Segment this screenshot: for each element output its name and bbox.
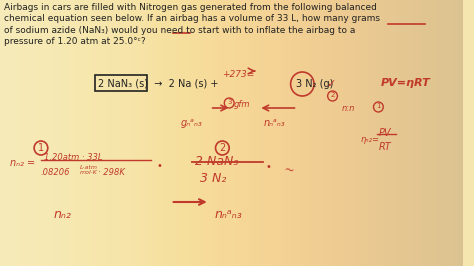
Text: 1: 1 <box>38 143 44 153</box>
Text: ✓: ✓ <box>327 79 336 89</box>
Text: Airbags in cars are filled with Nitrogen gas generated from the following balanc: Airbags in cars are filled with Nitrogen… <box>4 3 380 46</box>
Text: mol·K: mol·K <box>80 170 98 175</box>
Text: •: • <box>265 162 271 172</box>
Text: 2 NaN₃: 2 NaN₃ <box>195 155 238 168</box>
Text: 1.20atm · 33L: 1.20atm · 33L <box>44 153 102 162</box>
Text: ~: ~ <box>283 163 295 178</box>
Text: 2: 2 <box>219 143 226 153</box>
Text: gₙᵃₙ₃: gₙᵃₙ₃ <box>181 118 202 128</box>
Text: 3 N₂: 3 N₂ <box>200 172 226 185</box>
Text: •: • <box>156 161 162 171</box>
Text: 2 NaN₃ (s)  →  2 Na (s) +: 2 NaN₃ (s) → 2 Na (s) + <box>98 78 218 88</box>
Text: 2: 2 <box>330 92 335 98</box>
Text: .08206: .08206 <box>41 168 71 177</box>
Text: nₙ₂ =: nₙ₂ = <box>10 158 35 168</box>
Text: L·atm: L·atm <box>80 165 98 170</box>
Text: nₙ₂: nₙ₂ <box>54 208 72 221</box>
Text: n:n: n:n <box>341 104 355 113</box>
Text: ηₙ₂=: ηₙ₂= <box>361 135 380 144</box>
Text: 1: 1 <box>376 103 381 109</box>
Text: PV=ηRT: PV=ηRT <box>380 78 430 88</box>
Text: RT: RT <box>378 142 391 152</box>
Text: nₙᵃₙ₃: nₙᵃₙ₃ <box>215 208 242 221</box>
Text: · 298K: · 298K <box>98 168 124 177</box>
Text: gfm: gfm <box>234 100 251 109</box>
Text: PV: PV <box>378 128 391 138</box>
Text: +273=: +273= <box>222 70 255 79</box>
Text: 3: 3 <box>227 99 232 105</box>
Text: nₙᵃₙ₃: nₙᵃₙ₃ <box>263 118 285 128</box>
Text: 3 N₂ (g): 3 N₂ (g) <box>296 79 334 89</box>
